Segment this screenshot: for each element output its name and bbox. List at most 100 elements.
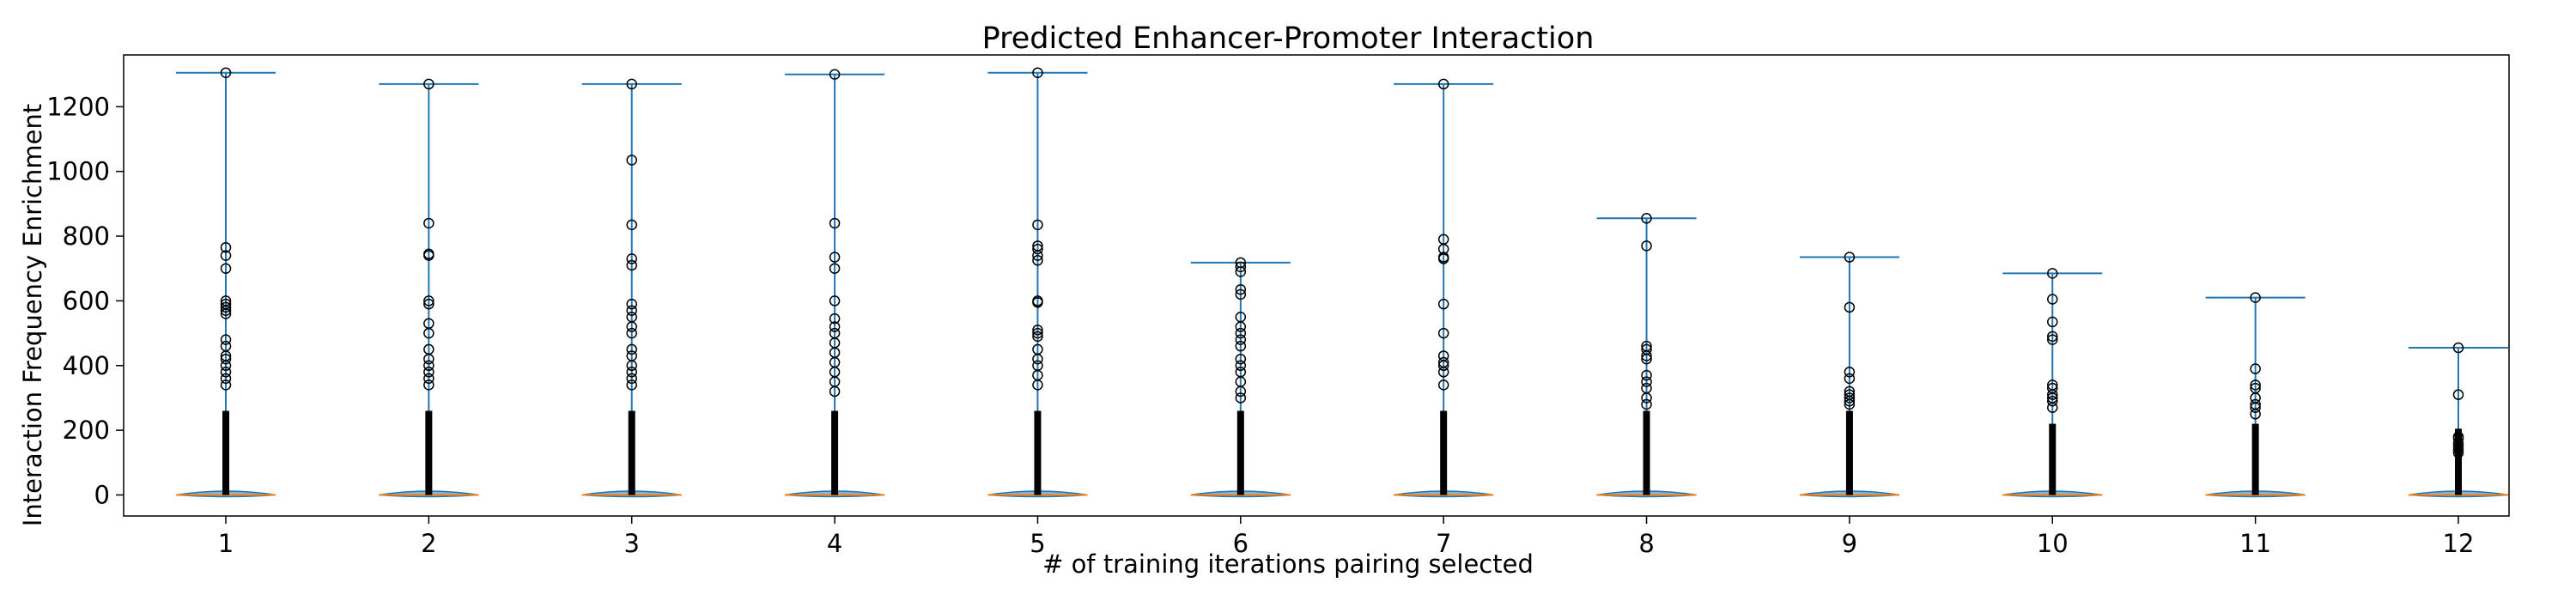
y-tick-label: 1000 bbox=[46, 157, 110, 186]
outlier-point bbox=[829, 69, 841, 80]
outlier-point bbox=[1235, 327, 1247, 339]
outlier-point bbox=[423, 379, 434, 391]
violin-5 bbox=[987, 67, 1088, 498]
outlier-point bbox=[626, 360, 637, 372]
outlier-point bbox=[220, 367, 232, 378]
outlier-point bbox=[1641, 398, 1652, 410]
outlier-point bbox=[220, 67, 232, 78]
outlier-point bbox=[829, 385, 841, 398]
violin-11 bbox=[2205, 292, 2306, 498]
violin-2 bbox=[379, 78, 479, 498]
outlier-cluster bbox=[222, 410, 229, 495]
x-axis-label: # of training iterations pairing selecte… bbox=[1042, 549, 1534, 579]
plot-area bbox=[175, 67, 2509, 498]
outlier-point bbox=[1437, 78, 1449, 90]
violin-4 bbox=[784, 69, 885, 498]
x-tick-label: 10 bbox=[2037, 529, 2069, 558]
outlier-point bbox=[1641, 353, 1652, 365]
outlier-point bbox=[2250, 363, 2261, 374]
outlier-point bbox=[1437, 327, 1449, 339]
outlier-point bbox=[1844, 392, 1856, 404]
outlier-point bbox=[423, 250, 434, 261]
outlier-point bbox=[1235, 288, 1247, 300]
outlier-point bbox=[1437, 379, 1449, 391]
outlier-point bbox=[2250, 402, 2261, 414]
x-tick-label: 11 bbox=[2239, 529, 2271, 558]
y-tick-label: 1200 bbox=[46, 92, 110, 121]
outlier-point bbox=[626, 155, 637, 166]
violin-9 bbox=[1799, 252, 1900, 498]
outlier-point bbox=[1032, 250, 1043, 261]
outlier-cluster bbox=[1236, 410, 1244, 495]
x-tick-label: 12 bbox=[2443, 529, 2475, 558]
outlier-cluster bbox=[1643, 410, 1650, 495]
x-tick-label: 1 bbox=[218, 529, 234, 558]
outlier-point bbox=[1437, 360, 1449, 372]
outlier-point bbox=[423, 373, 434, 385]
outlier-point bbox=[2250, 379, 2261, 391]
violin-12 bbox=[2408, 342, 2509, 498]
y-tick-label: 400 bbox=[63, 351, 110, 380]
outlier-point bbox=[2452, 444, 2464, 455]
outlier-point bbox=[2047, 389, 2058, 400]
outlier-point bbox=[1235, 340, 1247, 352]
outlier-point bbox=[1235, 321, 1247, 332]
outlier-point bbox=[1844, 395, 1856, 407]
outlier-point bbox=[1641, 213, 1652, 224]
outlier-point bbox=[829, 263, 841, 274]
outlier-point bbox=[1641, 350, 1652, 361]
outlier-point bbox=[220, 305, 232, 316]
outlier-point bbox=[626, 305, 637, 316]
outlier-point bbox=[1235, 353, 1247, 365]
outlier-point bbox=[1437, 367, 1449, 378]
outlier-point bbox=[220, 241, 232, 253]
outlier-point bbox=[2047, 331, 2058, 343]
outlier-point bbox=[1032, 325, 1043, 336]
outlier-point bbox=[423, 298, 434, 310]
outlier-point bbox=[423, 295, 434, 307]
outlier-point bbox=[829, 321, 841, 332]
outlier-point bbox=[1235, 360, 1247, 372]
violin-6 bbox=[1190, 257, 1291, 498]
outlier-point bbox=[1032, 353, 1043, 365]
x-tick-label: 3 bbox=[624, 529, 640, 558]
outlier-point bbox=[1235, 261, 1247, 273]
outlier-cluster bbox=[425, 410, 433, 495]
outlier-point bbox=[2452, 389, 2464, 400]
outlier-point bbox=[220, 373, 232, 385]
outlier-point bbox=[829, 217, 841, 229]
outlier-point bbox=[2047, 402, 2058, 414]
outlier-point bbox=[1641, 369, 1652, 381]
outlier-point bbox=[626, 343, 637, 355]
outlier-point bbox=[829, 252, 841, 263]
outlier-point bbox=[1235, 283, 1247, 295]
outlier-point bbox=[2250, 292, 2261, 303]
outlier-point bbox=[2452, 440, 2464, 452]
outlier-point bbox=[2452, 447, 2464, 458]
outlier-point bbox=[626, 321, 637, 332]
violin-10 bbox=[2002, 268, 2103, 498]
outlier-point bbox=[2250, 409, 2261, 420]
outlier-point bbox=[220, 308, 232, 319]
outlier-point bbox=[1235, 334, 1247, 345]
outlier-cluster bbox=[2455, 428, 2462, 495]
outlier-point bbox=[220, 301, 232, 313]
outlier-point bbox=[626, 298, 637, 310]
outlier-point bbox=[423, 360, 434, 372]
outlier-cluster bbox=[831, 410, 839, 495]
outlier-point bbox=[220, 250, 232, 261]
outlier-point bbox=[1235, 392, 1247, 404]
outlier-point bbox=[1844, 301, 1856, 313]
violin-8 bbox=[1596, 213, 1697, 498]
outlier-point bbox=[1032, 255, 1043, 266]
y-axis: 0 200 400 600 800 1000 1200 bbox=[46, 92, 124, 510]
outlier-point bbox=[626, 219, 637, 231]
outlier-point bbox=[1641, 376, 1652, 387]
outlier-point bbox=[626, 327, 637, 339]
outlier-point bbox=[1641, 392, 1652, 404]
outlier-point bbox=[423, 367, 434, 378]
x-tick-label: 8 bbox=[1638, 529, 1654, 558]
outlier-point bbox=[1437, 298, 1449, 310]
x-tick-label: 5 bbox=[1030, 529, 1045, 558]
outlier-point bbox=[1437, 253, 1449, 264]
